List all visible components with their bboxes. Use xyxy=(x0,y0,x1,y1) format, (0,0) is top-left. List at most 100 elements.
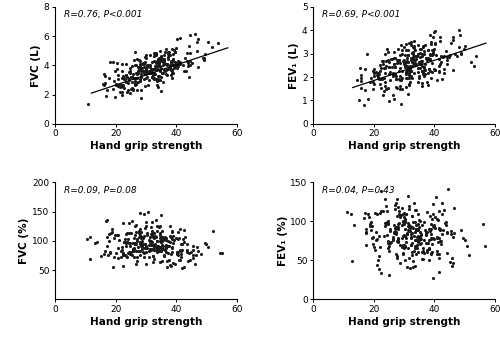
Point xyxy=(174,63,182,69)
Point xyxy=(387,239,395,245)
Point xyxy=(440,71,448,76)
Point xyxy=(126,240,134,246)
Point xyxy=(138,68,145,74)
Point xyxy=(422,57,430,62)
Point xyxy=(397,101,405,106)
Point xyxy=(156,56,164,62)
Point xyxy=(420,49,428,54)
Point xyxy=(432,194,440,200)
Point xyxy=(176,258,184,263)
Point xyxy=(118,92,126,98)
Point xyxy=(448,264,456,269)
Point xyxy=(132,241,140,246)
Point xyxy=(420,219,428,225)
Point xyxy=(432,40,440,46)
Point xyxy=(156,248,164,254)
Point xyxy=(423,79,431,85)
Point xyxy=(153,66,161,72)
Point xyxy=(429,48,437,54)
Point xyxy=(109,264,117,270)
Point xyxy=(136,72,144,77)
Point xyxy=(150,235,158,241)
Point xyxy=(421,61,429,66)
Point xyxy=(147,67,155,72)
Point xyxy=(390,228,398,234)
Point xyxy=(103,243,111,249)
Point xyxy=(392,251,400,257)
Point xyxy=(164,56,172,61)
Point xyxy=(380,79,388,85)
Point xyxy=(156,63,164,68)
Point xyxy=(142,65,150,71)
Point xyxy=(173,250,181,255)
Point xyxy=(148,229,156,234)
Point xyxy=(102,81,110,86)
Point xyxy=(124,230,132,235)
Point xyxy=(416,229,424,235)
Point xyxy=(105,238,113,244)
Point xyxy=(402,69,409,74)
Point xyxy=(126,70,134,76)
Point xyxy=(118,82,126,87)
Point xyxy=(372,69,380,75)
Point xyxy=(168,228,176,234)
Point xyxy=(428,50,436,56)
Point xyxy=(218,251,226,256)
Point xyxy=(106,59,114,64)
Point xyxy=(157,249,165,254)
Point xyxy=(160,68,168,73)
Point xyxy=(427,222,435,227)
Point xyxy=(138,68,146,74)
Point xyxy=(414,233,422,238)
Point xyxy=(173,36,181,41)
Point xyxy=(418,256,426,261)
Point xyxy=(431,28,439,34)
Point xyxy=(382,51,390,57)
Point xyxy=(426,68,434,74)
Point xyxy=(136,65,144,71)
Point xyxy=(166,263,174,268)
Point xyxy=(384,219,392,225)
Point xyxy=(141,245,149,250)
Point xyxy=(377,270,385,276)
Point xyxy=(186,257,194,262)
Point xyxy=(189,252,197,258)
Point xyxy=(193,48,201,54)
Point xyxy=(150,77,158,82)
Point xyxy=(389,73,397,79)
Point xyxy=(419,69,427,75)
Point xyxy=(129,246,137,251)
Point xyxy=(176,257,184,263)
Point xyxy=(438,200,446,206)
Point xyxy=(168,68,176,73)
Point xyxy=(155,246,163,251)
Point xyxy=(164,63,172,68)
Point xyxy=(448,256,456,261)
Point xyxy=(167,68,175,73)
Point xyxy=(370,71,378,76)
Point xyxy=(400,62,408,67)
X-axis label: Hand grip strength: Hand grip strength xyxy=(90,316,202,326)
Point xyxy=(162,46,170,52)
Point xyxy=(132,82,140,87)
Point xyxy=(390,230,398,236)
Point xyxy=(148,239,156,245)
Point xyxy=(146,62,154,68)
Point xyxy=(411,245,419,250)
Point xyxy=(396,60,404,65)
Point xyxy=(404,65,412,71)
Point xyxy=(424,47,432,53)
Point xyxy=(424,47,432,53)
Point xyxy=(398,235,406,240)
Point xyxy=(456,32,464,37)
Point xyxy=(126,90,134,96)
Point xyxy=(404,52,412,57)
Point xyxy=(393,61,401,66)
Point xyxy=(434,217,442,222)
Point xyxy=(389,235,397,240)
Point xyxy=(162,249,170,255)
Point xyxy=(402,244,409,249)
Point xyxy=(126,243,134,249)
Point xyxy=(408,243,416,248)
Point xyxy=(156,238,164,244)
